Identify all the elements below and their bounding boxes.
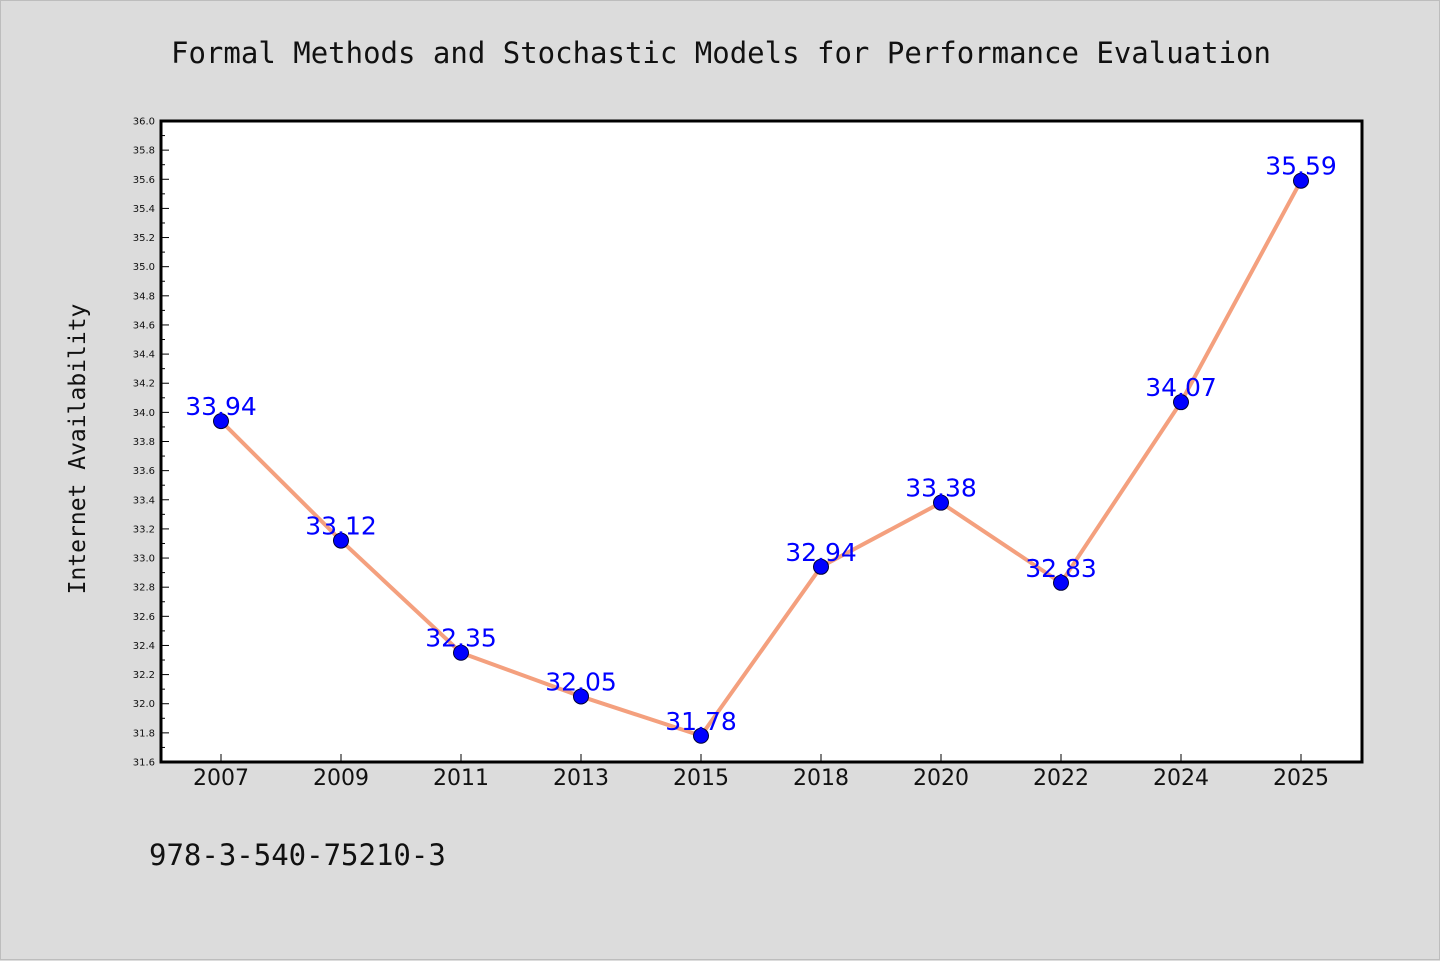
- data-point: [333, 532, 349, 549]
- data-labels-group: 33.94 33.12 32.35 32.05 31.78 32.94 33.38 32.83…: [185, 152, 1337, 736]
- data-label: 33.12: [305, 512, 377, 541]
- x-tick-label: 2024: [1153, 766, 1209, 791]
- y-tick-label: 33.8: [133, 437, 155, 448]
- y-tick-label: 35.6: [133, 175, 155, 186]
- y-axis-label: Internet Availability: [65, 304, 91, 595]
- y-tick-label: 31.8: [133, 728, 155, 739]
- series-line: [219, 178, 1303, 738]
- x-axis-ticks: 2007 2009 2011 2013 2015 2018 2020 2022 2024 2025: [193, 754, 1329, 791]
- data-label: 32.83: [1025, 554, 1097, 583]
- data-label: 33.94: [185, 392, 257, 421]
- y-tick-label: 33.0: [133, 554, 155, 565]
- y-tick-label: 32.2: [133, 670, 155, 681]
- y-tick-label: 35.2: [133, 233, 155, 244]
- data-label: 34.07: [1145, 373, 1217, 402]
- y-tick-label: 35.0: [133, 262, 155, 273]
- y-tick-label: 34.8: [133, 291, 155, 302]
- data-point: [1053, 574, 1069, 591]
- y-tick-label: 33.6: [133, 466, 155, 477]
- x-tick-label: 2011: [433, 766, 489, 791]
- data-label: 32.05: [545, 667, 617, 696]
- data-label: 35.59: [1265, 152, 1337, 181]
- y-tick-label: 33.4: [133, 495, 155, 506]
- x-tick-label: 2020: [913, 766, 969, 791]
- y-tick-label: 36.0: [133, 117, 155, 128]
- y-tick-label: 34.6: [133, 320, 155, 331]
- data-point: [813, 558, 829, 575]
- y-tick-label: 33.2: [133, 524, 155, 535]
- series-line-group: [213, 172, 1309, 744]
- y-tick-label: 34.0: [133, 408, 155, 419]
- data-point: [693, 727, 709, 744]
- plot-area: [159, 119, 1364, 764]
- data-point: [453, 644, 469, 661]
- y-tick-label: 34.4: [133, 350, 155, 361]
- data-label: 32.35: [425, 624, 497, 653]
- x-tick-label: 2025: [1273, 766, 1329, 791]
- x-tick-label: 2013: [553, 766, 609, 791]
- y-tick-label: 32.8: [133, 583, 155, 594]
- y-tick-label: 32.4: [133, 641, 155, 652]
- x-tick-label: 2018: [793, 766, 849, 791]
- y-tick-label: 32.6: [133, 612, 155, 623]
- data-point: [573, 688, 589, 705]
- data-label: 32.94: [785, 538, 857, 567]
- y-axis-ticks: 31.6 31.8 32.0 32.2 32.4 32.6 32.8 33.0 33.2 33.4…: [133, 117, 169, 769]
- data-point: [1173, 394, 1189, 411]
- y-tick-label: 35.4: [133, 204, 155, 215]
- y-tick-label: 35.8: [133, 146, 155, 157]
- x-tick-label: 2007: [193, 766, 249, 791]
- data-point: [213, 413, 229, 430]
- data-point: [1293, 172, 1309, 189]
- y-tick-label: 34.2: [133, 379, 155, 390]
- x-tick-label: 2015: [673, 766, 729, 791]
- data-label: 33.38: [905, 474, 977, 503]
- isbn-footer: 978-3-540-75210-3: [149, 838, 446, 872]
- data-label: 31.78: [665, 707, 737, 736]
- chart-title: Formal Methods and Stochastic Models for…: [171, 36, 1271, 70]
- data-point: [933, 494, 949, 511]
- x-tick-label: 2009: [313, 766, 369, 791]
- y-tick-label: 32.0: [133, 699, 155, 710]
- y-tick-label: 31.6: [133, 758, 155, 769]
- x-tick-label: 2022: [1033, 766, 1089, 791]
